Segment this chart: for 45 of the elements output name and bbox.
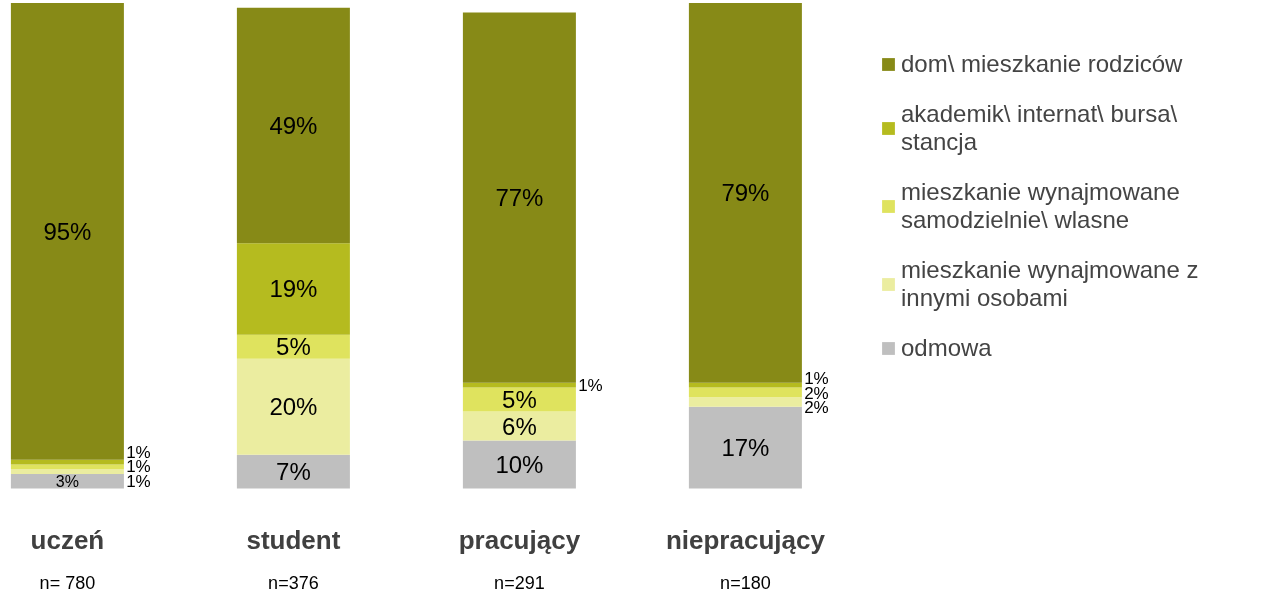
bar bbox=[462, 382, 576, 388]
x-tick-label: niepracujący bbox=[665, 524, 826, 555]
data-label: 1% bbox=[126, 471, 151, 491]
bar bbox=[10, 469, 124, 475]
data-label: 10% bbox=[495, 450, 544, 478]
bar bbox=[462, 12, 576, 383]
legend-label: mieszkanie wynajmowane z innymi osobami bbox=[901, 256, 1199, 312]
bar bbox=[236, 243, 350, 335]
data-label: 19% bbox=[269, 275, 318, 303]
text: n= 780 bbox=[39, 573, 96, 594]
bar bbox=[688, 397, 802, 407]
data-label: 6% bbox=[502, 412, 537, 440]
x-tick-label: pracujący bbox=[458, 524, 581, 555]
bar bbox=[236, 358, 350, 455]
data-label: 1% bbox=[578, 375, 603, 395]
bar bbox=[236, 454, 350, 489]
bar bbox=[688, 406, 802, 489]
data-label: 2% bbox=[804, 398, 829, 418]
legend-label: akademik\ internat\ bursa\ stancja bbox=[901, 100, 1178, 156]
bar bbox=[10, 2, 124, 460]
text: n=180 bbox=[720, 573, 771, 594]
data-label: 17% bbox=[721, 434, 770, 462]
data-label: 5% bbox=[276, 333, 311, 361]
data-label: 77% bbox=[495, 184, 544, 212]
data-label: 5% bbox=[502, 386, 537, 414]
data-label: 95% bbox=[43, 217, 92, 245]
legend-label: dom\ mieszkanie rodziców bbox=[901, 50, 1183, 78]
data-label: 79% bbox=[721, 179, 770, 207]
x-tick-label: student bbox=[246, 524, 341, 555]
text: n=376 bbox=[268, 573, 319, 594]
data-label: 7% bbox=[276, 458, 311, 486]
x-tick-label: uczeń bbox=[30, 524, 105, 555]
bar bbox=[688, 2, 802, 383]
data-label: 3% bbox=[55, 472, 79, 490]
text: n=291 bbox=[494, 573, 545, 594]
bar bbox=[688, 387, 802, 398]
bar bbox=[10, 464, 124, 470]
bar bbox=[10, 474, 124, 489]
legend-label: odmowa bbox=[901, 334, 992, 362]
bar bbox=[236, 7, 350, 244]
bar bbox=[462, 440, 576, 489]
legend-label: mieszkanie wynajmowane samodzielnie\ wlasne bbox=[901, 178, 1180, 234]
data-label: 20% bbox=[269, 393, 318, 421]
data-label: 49% bbox=[269, 112, 318, 140]
bar bbox=[688, 382, 802, 388]
